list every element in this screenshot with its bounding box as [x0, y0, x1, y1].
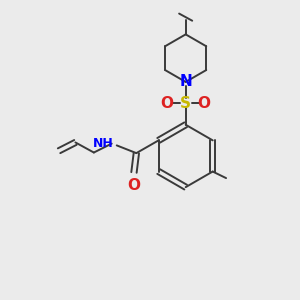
Text: NH: NH: [92, 137, 113, 150]
Text: O: O: [161, 96, 174, 111]
Text: S: S: [180, 96, 191, 111]
Text: O: O: [198, 96, 211, 111]
Text: N: N: [179, 74, 192, 89]
Text: O: O: [128, 178, 140, 193]
